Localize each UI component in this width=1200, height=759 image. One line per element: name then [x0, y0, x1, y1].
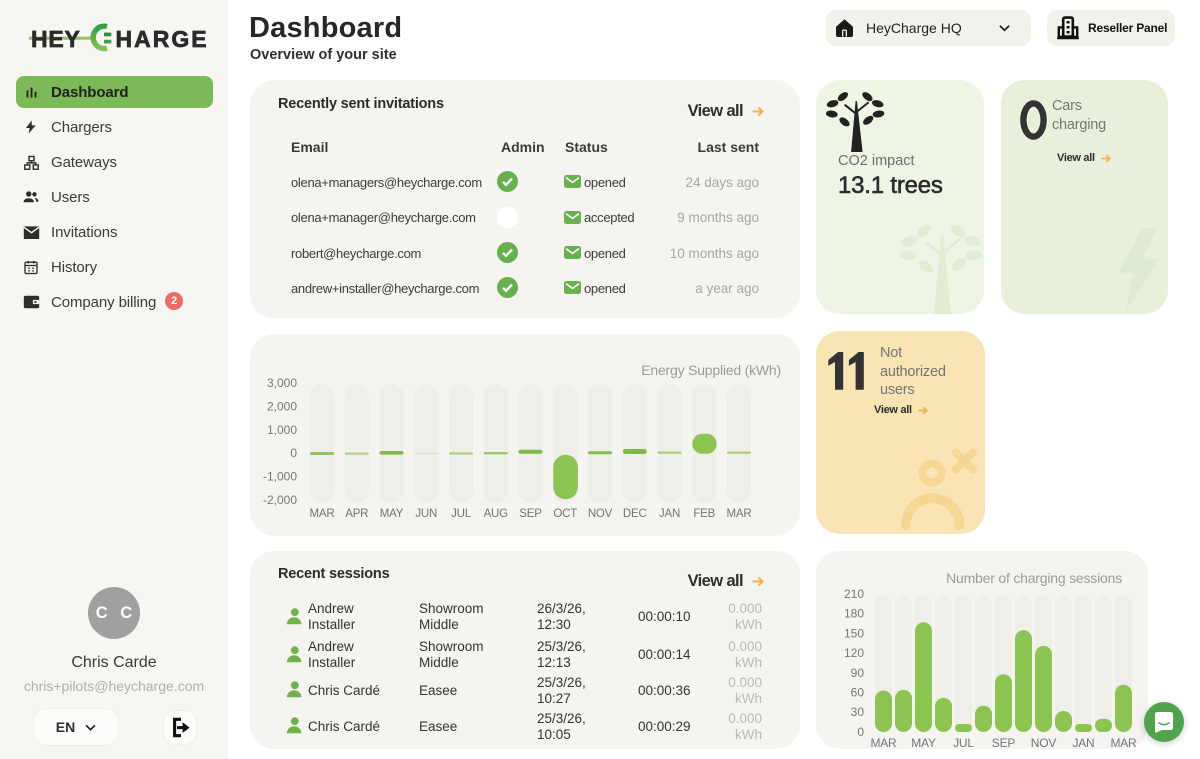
svg-text:-1,000: -1,000: [263, 470, 297, 484]
svg-text:-2,000: -2,000: [263, 493, 297, 507]
svg-text:APR: APR: [345, 508, 368, 520]
svg-text:HEY: HEY: [31, 26, 81, 52]
svg-text:30: 30: [851, 705, 865, 719]
svg-text:MAY: MAY: [911, 736, 936, 749]
svg-text:2,000: 2,000: [267, 399, 297, 413]
svg-text:90: 90: [851, 666, 865, 680]
svg-text:180: 180: [844, 607, 864, 621]
svg-text:NOV: NOV: [588, 508, 613, 520]
svg-text:1,000: 1,000: [267, 423, 297, 437]
svg-text:JUN: JUN: [415, 508, 437, 520]
svg-text:JUL: JUL: [953, 736, 974, 749]
svg-text:MAR: MAR: [870, 736, 897, 749]
svg-text:MAR: MAR: [1110, 736, 1137, 749]
svg-text:120: 120: [844, 646, 864, 660]
svg-text:Number of charging sessions: Number of charging sessions: [946, 570, 1122, 586]
svg-text:0: 0: [290, 446, 297, 460]
svg-text:Energy Supplied (kWh): Energy Supplied (kWh): [641, 362, 781, 378]
svg-text:SEP: SEP: [519, 508, 542, 520]
svg-text:FEB: FEB: [693, 508, 715, 520]
svg-text:0: 0: [857, 725, 864, 739]
svg-text:60: 60: [851, 686, 865, 700]
svg-text:NOV: NOV: [1031, 736, 1057, 749]
svg-text:3,000: 3,000: [267, 376, 297, 390]
svg-text:JUL: JUL: [451, 508, 472, 520]
svg-text:SEP: SEP: [992, 736, 1016, 749]
svg-text:MAR: MAR: [310, 508, 335, 520]
svg-text:DEC: DEC: [623, 508, 647, 520]
svg-text:MAY: MAY: [380, 508, 404, 520]
svg-text:JAN: JAN: [659, 508, 680, 520]
svg-text:210: 210: [844, 587, 864, 601]
svg-text:150: 150: [844, 626, 864, 640]
svg-text:OCT: OCT: [553, 508, 577, 520]
svg-text:JAN: JAN: [1072, 736, 1094, 749]
svg-text:AUG: AUG: [484, 508, 509, 520]
svg-text:HARGE: HARGE: [116, 26, 209, 52]
svg-text:MAR: MAR: [727, 508, 752, 520]
